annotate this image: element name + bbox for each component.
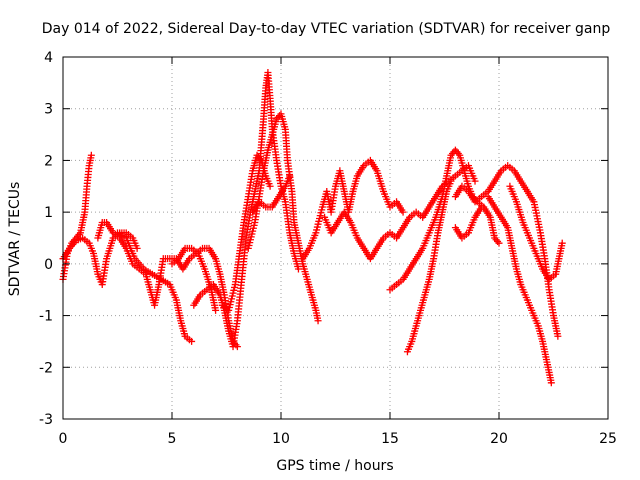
data-point	[314, 317, 322, 325]
x-tick-label: 20	[490, 431, 508, 447]
series-track-m	[484, 193, 555, 387]
series-track-e	[190, 69, 302, 351]
data-point	[547, 379, 555, 387]
data-point	[286, 172, 294, 180]
series-track-h	[299, 156, 407, 263]
y-tick-label: -2	[39, 360, 53, 376]
data-point	[266, 182, 274, 190]
series-track-p	[218, 151, 274, 314]
plot-frame	[62, 56, 609, 420]
data-point	[399, 208, 407, 216]
series-track-k	[403, 177, 455, 356]
data-point	[495, 239, 503, 247]
series-track-d	[114, 229, 196, 345]
data-point	[447, 177, 455, 185]
y-tick-label: 3	[44, 102, 53, 118]
y-tick-label: 2	[44, 153, 53, 169]
series-track-a	[59, 151, 95, 283]
series-track-f	[244, 110, 322, 325]
data-point	[212, 306, 220, 314]
x-tick-label: 5	[168, 431, 177, 447]
x-axis: 0 5 10 15 20 25	[59, 57, 617, 447]
y-tick-label: -3	[39, 412, 53, 428]
data-points	[59, 69, 566, 387]
x-axis-label: GPS time / hours	[276, 458, 393, 474]
series-track-i	[321, 162, 479, 263]
data-point	[478, 203, 486, 211]
data-point	[87, 151, 95, 159]
series-track-j	[386, 146, 503, 294]
series-track-g	[249, 172, 294, 216]
y-tick-label: 4	[44, 50, 53, 66]
data-point	[133, 244, 141, 252]
x-tick-label: 10	[272, 431, 290, 447]
data-point	[188, 337, 196, 345]
y-tick-label: -1	[39, 309, 53, 325]
y-tick-label: 0	[44, 257, 53, 273]
data-point	[558, 239, 566, 247]
series-track-q	[168, 244, 220, 314]
x-tick-label: 25	[599, 431, 617, 447]
series-track-l	[451, 162, 562, 340]
x-tick-label: 0	[59, 431, 68, 447]
y-tick-label: 1	[44, 205, 53, 221]
series-track-o	[451, 203, 486, 242]
data-point	[554, 332, 562, 340]
series-track-n	[506, 182, 566, 283]
x-tick-label: 15	[381, 431, 399, 447]
data-point	[471, 177, 479, 185]
chart-title: Day 014 of 2022, Sidereal Day-to-day VTE…	[42, 21, 611, 37]
y-axis: -3 -2 -1 0 1 2 3 4	[39, 50, 608, 428]
y-axis-label: SDTVAR / TECUs	[7, 182, 23, 297]
